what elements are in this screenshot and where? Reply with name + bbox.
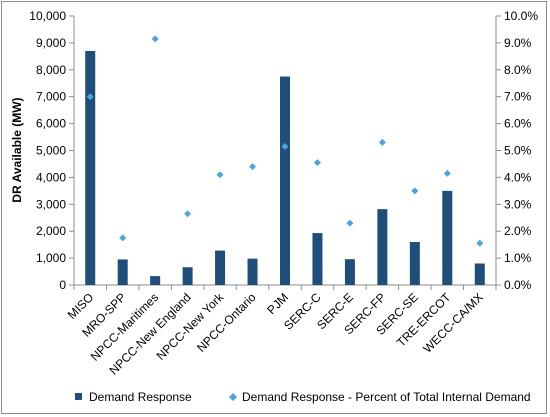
points-layer xyxy=(86,35,484,247)
bar-demand-response xyxy=(182,267,193,285)
marker-percent-demand xyxy=(119,234,127,242)
y2-tick-label: 2.0% xyxy=(504,224,532,238)
y-tick-label: 2,000 xyxy=(36,224,66,238)
y-tick-label: 3,000 xyxy=(36,197,66,211)
legend-swatch-bar xyxy=(75,393,82,400)
bar-demand-response xyxy=(215,250,226,285)
marker-percent-demand xyxy=(411,187,419,195)
legend-label-bar: Demand Response xyxy=(89,390,192,404)
bar-demand-response xyxy=(409,241,420,285)
marker-percent-demand xyxy=(249,163,257,171)
marker-percent-demand xyxy=(313,159,321,167)
x-tick-label: PJM xyxy=(264,290,291,317)
legend-marker-diamond xyxy=(229,393,237,401)
marker-percent-demand xyxy=(281,142,289,150)
bars-layer xyxy=(85,50,485,286)
bar-demand-response xyxy=(150,276,161,285)
y-tick-label: 0 xyxy=(59,278,66,292)
y2-tick-label: 0.0% xyxy=(504,278,532,292)
marker-percent-demand xyxy=(86,93,94,101)
bar-demand-response xyxy=(312,233,323,285)
legend: Demand Response Demand Response - Percen… xyxy=(75,390,531,404)
bar-demand-response xyxy=(280,76,290,286)
bar-demand-response xyxy=(474,263,485,285)
y2-tick-label: 9.0% xyxy=(504,36,532,50)
y2-tick-label: 7.0% xyxy=(504,90,532,104)
bar-demand-response xyxy=(117,259,128,285)
y-tick-label: 10,000 xyxy=(29,9,66,23)
y2-tick-label: 5.0% xyxy=(504,144,532,158)
bar-demand-response xyxy=(442,190,453,285)
y-tick-label: 4,000 xyxy=(36,170,66,184)
bar-demand-response xyxy=(344,259,355,285)
marker-percent-demand xyxy=(216,171,224,179)
y-tick-label: 7,000 xyxy=(36,90,66,104)
bar-demand-response xyxy=(247,258,258,285)
y-axis-title: DR Available (MW) xyxy=(10,97,24,202)
y2-tick-label: 10.0% xyxy=(504,9,538,23)
marker-percent-demand xyxy=(346,219,354,227)
y2-tick-label: 4.0% xyxy=(504,170,532,184)
marker-percent-demand xyxy=(184,210,192,218)
y-tick-label: 9,000 xyxy=(36,36,66,50)
y-tick-label: 6,000 xyxy=(36,117,66,131)
axes-layer xyxy=(69,15,501,290)
y-tick-label: 5,000 xyxy=(36,144,66,158)
bar-demand-response xyxy=(377,209,388,285)
y2-tick-label: 6.0% xyxy=(504,117,532,131)
y2-tick-label: 1.0% xyxy=(504,251,532,265)
y2-tick-label: 3.0% xyxy=(504,197,532,211)
marker-percent-demand xyxy=(378,138,386,146)
y2-tick-label: 8.0% xyxy=(504,63,532,77)
bar-demand-response xyxy=(85,50,96,285)
y-tick-label: 8,000 xyxy=(36,63,66,77)
y-tick-label: 1,000 xyxy=(36,251,66,265)
marker-percent-demand xyxy=(151,35,159,43)
marker-percent-demand xyxy=(476,239,484,247)
marker-percent-demand xyxy=(443,169,451,177)
legend-label-percent: Demand Response - Percent of Total Inter… xyxy=(242,390,531,404)
